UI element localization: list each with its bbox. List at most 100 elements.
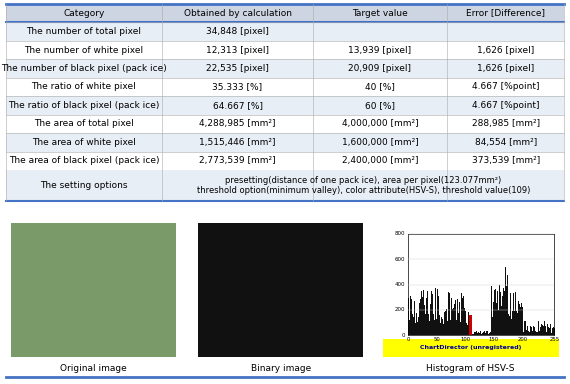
Bar (467, 319, 468, 336)
Text: 13,939 [pixel]: 13,939 [pixel] (348, 45, 412, 55)
Text: 200: 200 (518, 337, 528, 342)
Text: 60 [%]: 60 [%] (365, 101, 395, 110)
Bar (499, 285, 500, 336)
Bar (456, 319, 457, 336)
Bar (522, 307, 523, 336)
Bar (506, 286, 507, 336)
Text: 35.333 [%]: 35.333 [%] (213, 83, 263, 91)
Bar (466, 323, 467, 336)
Bar (553, 332, 554, 336)
Text: 4,288,985 [mm²]: 4,288,985 [mm²] (200, 119, 276, 128)
Bar (198, 223, 363, 357)
Text: 22,535 [pixel]: 22,535 [pixel] (206, 64, 269, 73)
Bar (444, 312, 445, 336)
Bar (486, 331, 487, 336)
Bar (443, 324, 444, 336)
Text: The number of white pixel: The number of white pixel (25, 45, 144, 55)
Bar (451, 320, 452, 336)
Bar (441, 317, 442, 336)
Bar (460, 321, 461, 336)
Text: The setting options: The setting options (40, 181, 128, 190)
Bar (452, 309, 453, 336)
Bar (162, 22, 313, 41)
Bar (489, 334, 490, 336)
Text: 1,515,446 [mm²]: 1,515,446 [mm²] (200, 138, 276, 147)
Bar (408, 300, 409, 336)
Bar (6, 22, 162, 41)
Bar (415, 314, 416, 336)
Bar (551, 333, 552, 336)
Bar (476, 331, 477, 336)
Bar (434, 320, 435, 336)
Bar (473, 334, 474, 336)
Bar (474, 332, 475, 336)
Bar (6, 170, 162, 201)
Bar (421, 291, 422, 336)
Bar (6, 133, 162, 152)
Bar (6, 152, 162, 170)
Bar (457, 299, 458, 336)
Text: 0: 0 (402, 333, 405, 338)
Bar (445, 311, 446, 336)
Text: 200: 200 (394, 308, 405, 313)
Bar (504, 291, 505, 336)
Bar (475, 331, 476, 336)
Text: 4.667 [%point]: 4.667 [%point] (472, 101, 539, 110)
Bar (511, 319, 512, 336)
Bar (509, 306, 510, 336)
Bar (162, 59, 313, 78)
Bar (447, 133, 564, 152)
Bar (471, 315, 472, 336)
Bar (493, 303, 494, 336)
Bar (527, 326, 528, 336)
Bar (447, 41, 564, 59)
Bar (536, 332, 537, 336)
Bar (162, 4, 313, 22)
Bar (6, 59, 162, 78)
Bar (446, 310, 447, 336)
Bar (488, 334, 489, 336)
Bar (497, 322, 498, 336)
Bar (469, 315, 470, 336)
Text: 800: 800 (394, 231, 405, 236)
Bar (437, 289, 438, 336)
Text: The area of white pixel: The area of white pixel (32, 138, 136, 147)
Bar (525, 321, 526, 336)
Text: 1,626 [pixel]: 1,626 [pixel] (477, 64, 534, 73)
Text: Histogram of HSV-S: Histogram of HSV-S (426, 364, 515, 373)
Bar (420, 300, 421, 336)
Text: 4.667 [%point]: 4.667 [%point] (472, 83, 539, 91)
Bar (530, 326, 531, 336)
Bar (483, 332, 484, 336)
Bar (479, 333, 480, 336)
Text: The ratio of black pixel (pack ice): The ratio of black pixel (pack ice) (8, 101, 160, 110)
Bar (535, 331, 536, 336)
Text: 400: 400 (394, 282, 405, 287)
Bar (533, 326, 534, 336)
Bar (507, 275, 508, 336)
Bar (162, 96, 313, 115)
Bar (449, 293, 450, 336)
Bar (550, 324, 551, 336)
Bar (438, 296, 439, 336)
Bar (162, 78, 313, 96)
Bar (408, 233, 554, 336)
Bar (428, 314, 429, 336)
Bar (313, 41, 447, 59)
Bar (382, 339, 559, 357)
Bar (478, 332, 479, 336)
Bar (543, 326, 544, 336)
Bar (447, 321, 448, 336)
Bar (450, 320, 451, 336)
Bar (162, 41, 313, 59)
Bar (480, 331, 481, 336)
Bar (417, 322, 418, 336)
Bar (534, 326, 535, 336)
Bar (537, 332, 538, 336)
Text: The area of black pixel (pack ice): The area of black pixel (pack ice) (9, 156, 159, 165)
Bar (11, 223, 176, 357)
Bar (6, 4, 162, 22)
Bar (484, 331, 485, 336)
Bar (547, 324, 548, 336)
Text: 100: 100 (460, 337, 470, 342)
